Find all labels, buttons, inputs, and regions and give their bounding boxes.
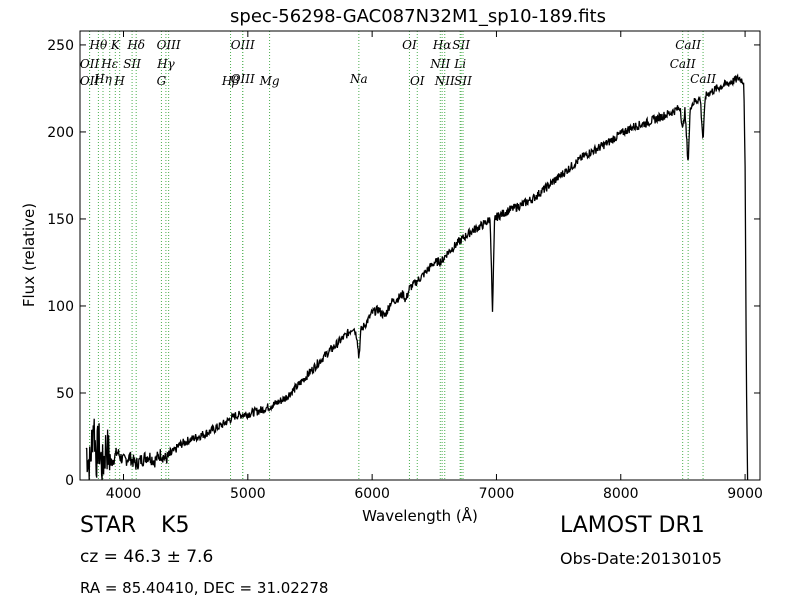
y-tick-label-0: 0 — [65, 473, 74, 489]
line-marker-label-13: OIII — [231, 72, 255, 86]
line-marker-label-9: OIII — [157, 38, 181, 52]
y-tick-label-1: 50 — [56, 386, 74, 402]
line-marker-label-24: SII — [454, 74, 472, 88]
axes: 4000 5000 6000 7000 8000 9000 0 50 100 150 200 250 — [47, 31, 763, 502]
redshift-text: cz = 46.3 ± 7.6 — [80, 547, 214, 567]
obs-date: Obs-Date:20130105 — [560, 549, 722, 568]
x-tick-label-5: 9000 — [727, 486, 763, 502]
line-marker-label-6: SII — [123, 57, 141, 71]
line-marker-label-2: OII — [80, 74, 100, 88]
line-marker-label-4: Hε — [100, 57, 118, 71]
y-tick-label-3: 150 — [47, 212, 74, 228]
line-marker-label-8: Hδ — [126, 38, 145, 52]
y-axis-label: Flux (relative) — [20, 203, 38, 307]
line-marker-label-15: Mg — [259, 74, 280, 88]
line-marker-label-11: G — [157, 74, 167, 88]
y-tick-label-4: 200 — [47, 125, 74, 141]
x-tick-label-0: 4000 — [106, 486, 142, 502]
line-marker-label-26: CaII — [670, 57, 696, 71]
line-marker-label-20: SII — [452, 38, 470, 52]
y-tick-label-5: 250 — [47, 38, 74, 54]
y-tick-label-2: 100 — [47, 299, 74, 315]
chart-title: spec-56298-GAC087N32M1_sp10-189.fits — [230, 6, 606, 27]
survey-label: LAMOST DR1 — [560, 513, 705, 538]
line-marker-label-10: Hγ — [156, 57, 175, 71]
x-tick-label-4: 8000 — [603, 486, 639, 502]
x-tick-label-1: 5000 — [230, 486, 266, 502]
line-marker-label-12: OIII — [231, 38, 255, 52]
line-marker-label-7: H — [113, 74, 125, 88]
line-marker-label-21: NII — [429, 57, 450, 71]
subclass: K5 — [161, 513, 190, 538]
line-marker-label-0: Hθ — [89, 38, 108, 52]
line-marker-label-17: OI — [402, 38, 417, 52]
line-marker-label-3: Hη — [93, 72, 112, 86]
line-marker-label-14: Hβ — [221, 74, 239, 88]
line-marker-label-23: NII — [434, 74, 455, 88]
spectrum-series — [85, 73, 749, 481]
line-marker-label-5: K — [110, 38, 121, 52]
plot-frame — [79, 30, 761, 481]
line-marker-label-18: OI — [410, 74, 425, 88]
line-marker-label-25: CaII — [675, 38, 701, 52]
x-tick-label-3: 7000 — [479, 486, 515, 502]
object-class: STAR — [80, 513, 137, 538]
x-tick-label-2: 6000 — [354, 486, 390, 502]
ra-dec-text: RA = 85.40410, DEC = 31.02278 — [80, 579, 329, 597]
classification: STAR K5 — [80, 513, 189, 538]
line-marker-label-16: Na — [349, 72, 368, 86]
line-marker-label-22: Li — [453, 57, 466, 71]
line-marker-label-19: Hα — [432, 38, 452, 52]
x-axis-label: Wavelength (Å) — [362, 506, 478, 525]
line-marker-label-27: CaII — [690, 72, 716, 86]
spectrum-line — [85, 73, 749, 481]
